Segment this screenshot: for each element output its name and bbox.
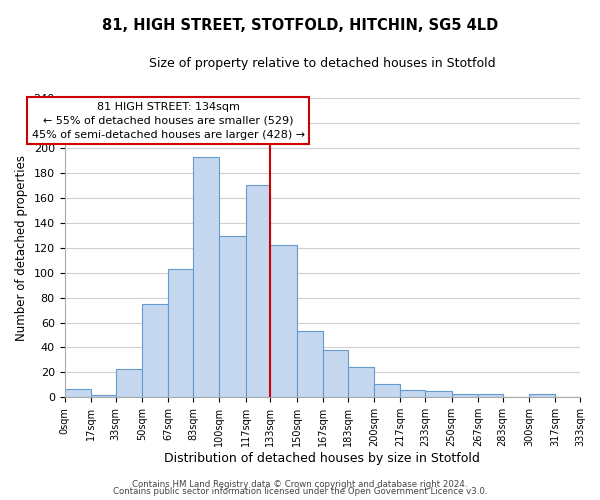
Bar: [245, 186, 271, 398]
Bar: [193, 156, 220, 398]
Bar: [452, 394, 478, 398]
Title: Size of property relative to detached houses in Stotfold: Size of property relative to detached ho…: [149, 58, 496, 70]
Bar: [65, 388, 91, 398]
Bar: [478, 394, 503, 398]
Text: Contains HM Land Registry data © Crown copyright and database right 2024.: Contains HM Land Registry data © Crown c…: [132, 480, 468, 489]
Bar: [529, 394, 555, 398]
Bar: [142, 304, 168, 398]
Bar: [116, 368, 142, 398]
Bar: [91, 395, 116, 398]
Bar: [323, 350, 348, 398]
Bar: [374, 384, 400, 398]
Text: Contains public sector information licensed under the Open Government Licence v3: Contains public sector information licen…: [113, 487, 487, 496]
Bar: [297, 332, 323, 398]
Text: 81, HIGH STREET, STOTFOLD, HITCHIN, SG5 4LD: 81, HIGH STREET, STOTFOLD, HITCHIN, SG5 …: [102, 18, 498, 32]
Bar: [271, 245, 297, 398]
Bar: [425, 391, 452, 398]
Y-axis label: Number of detached properties: Number of detached properties: [15, 154, 28, 340]
Bar: [220, 236, 245, 398]
X-axis label: Distribution of detached houses by size in Stotfold: Distribution of detached houses by size …: [164, 452, 480, 465]
Bar: [348, 368, 374, 398]
Bar: [400, 390, 425, 398]
Text: 81 HIGH STREET: 134sqm
← 55% of detached houses are smaller (529)
45% of semi-de: 81 HIGH STREET: 134sqm ← 55% of detached…: [32, 102, 305, 140]
Bar: [168, 269, 193, 398]
